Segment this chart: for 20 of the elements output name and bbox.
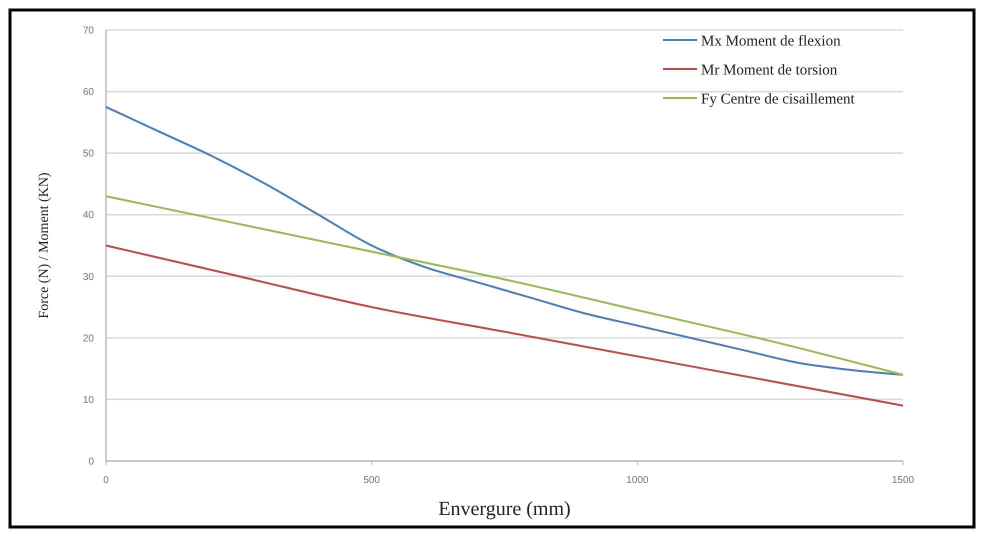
y-tick-label: 20 xyxy=(82,333,94,344)
y-tick-label: 40 xyxy=(82,210,94,222)
y-tick-label: 0 xyxy=(88,456,94,468)
legend-label: Fy Centre de cisaillement xyxy=(701,91,856,108)
x-tick-label: 0 xyxy=(103,475,110,486)
legend-label: Mx Moment de flexion xyxy=(701,33,842,50)
y-tick-label: 50 xyxy=(82,148,94,160)
y-tick-label: 60 xyxy=(82,87,94,98)
line-series xyxy=(105,244,904,407)
line-series xyxy=(105,195,904,376)
y-tick-label: 10 xyxy=(82,394,94,406)
legend-label: Mr Moment de torsion xyxy=(701,62,838,78)
y-axis-title: Force (N) / Moment (KN) xyxy=(37,172,52,319)
y-tick-label: 70 xyxy=(82,26,94,36)
x-tick-label: 1000 xyxy=(626,475,649,486)
x-tick-label: 1500 xyxy=(892,475,915,486)
x-tick-label: 500 xyxy=(363,475,380,486)
line-series xyxy=(105,106,904,376)
x-axis-title: Envergure (mm) xyxy=(438,498,571,520)
y-tick-label: 30 xyxy=(82,272,94,283)
